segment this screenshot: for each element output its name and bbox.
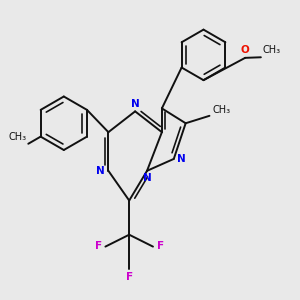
Text: F: F bbox=[157, 241, 164, 251]
Text: N: N bbox=[143, 173, 152, 183]
Text: CH₃: CH₃ bbox=[8, 132, 26, 142]
Text: CH₃: CH₃ bbox=[263, 46, 281, 56]
Text: F: F bbox=[95, 241, 102, 251]
Text: O: O bbox=[241, 46, 250, 56]
Text: N: N bbox=[177, 154, 185, 164]
Text: N: N bbox=[96, 166, 105, 176]
Text: N: N bbox=[131, 99, 140, 109]
Text: F: F bbox=[126, 272, 133, 283]
Text: CH₃: CH₃ bbox=[212, 105, 230, 115]
